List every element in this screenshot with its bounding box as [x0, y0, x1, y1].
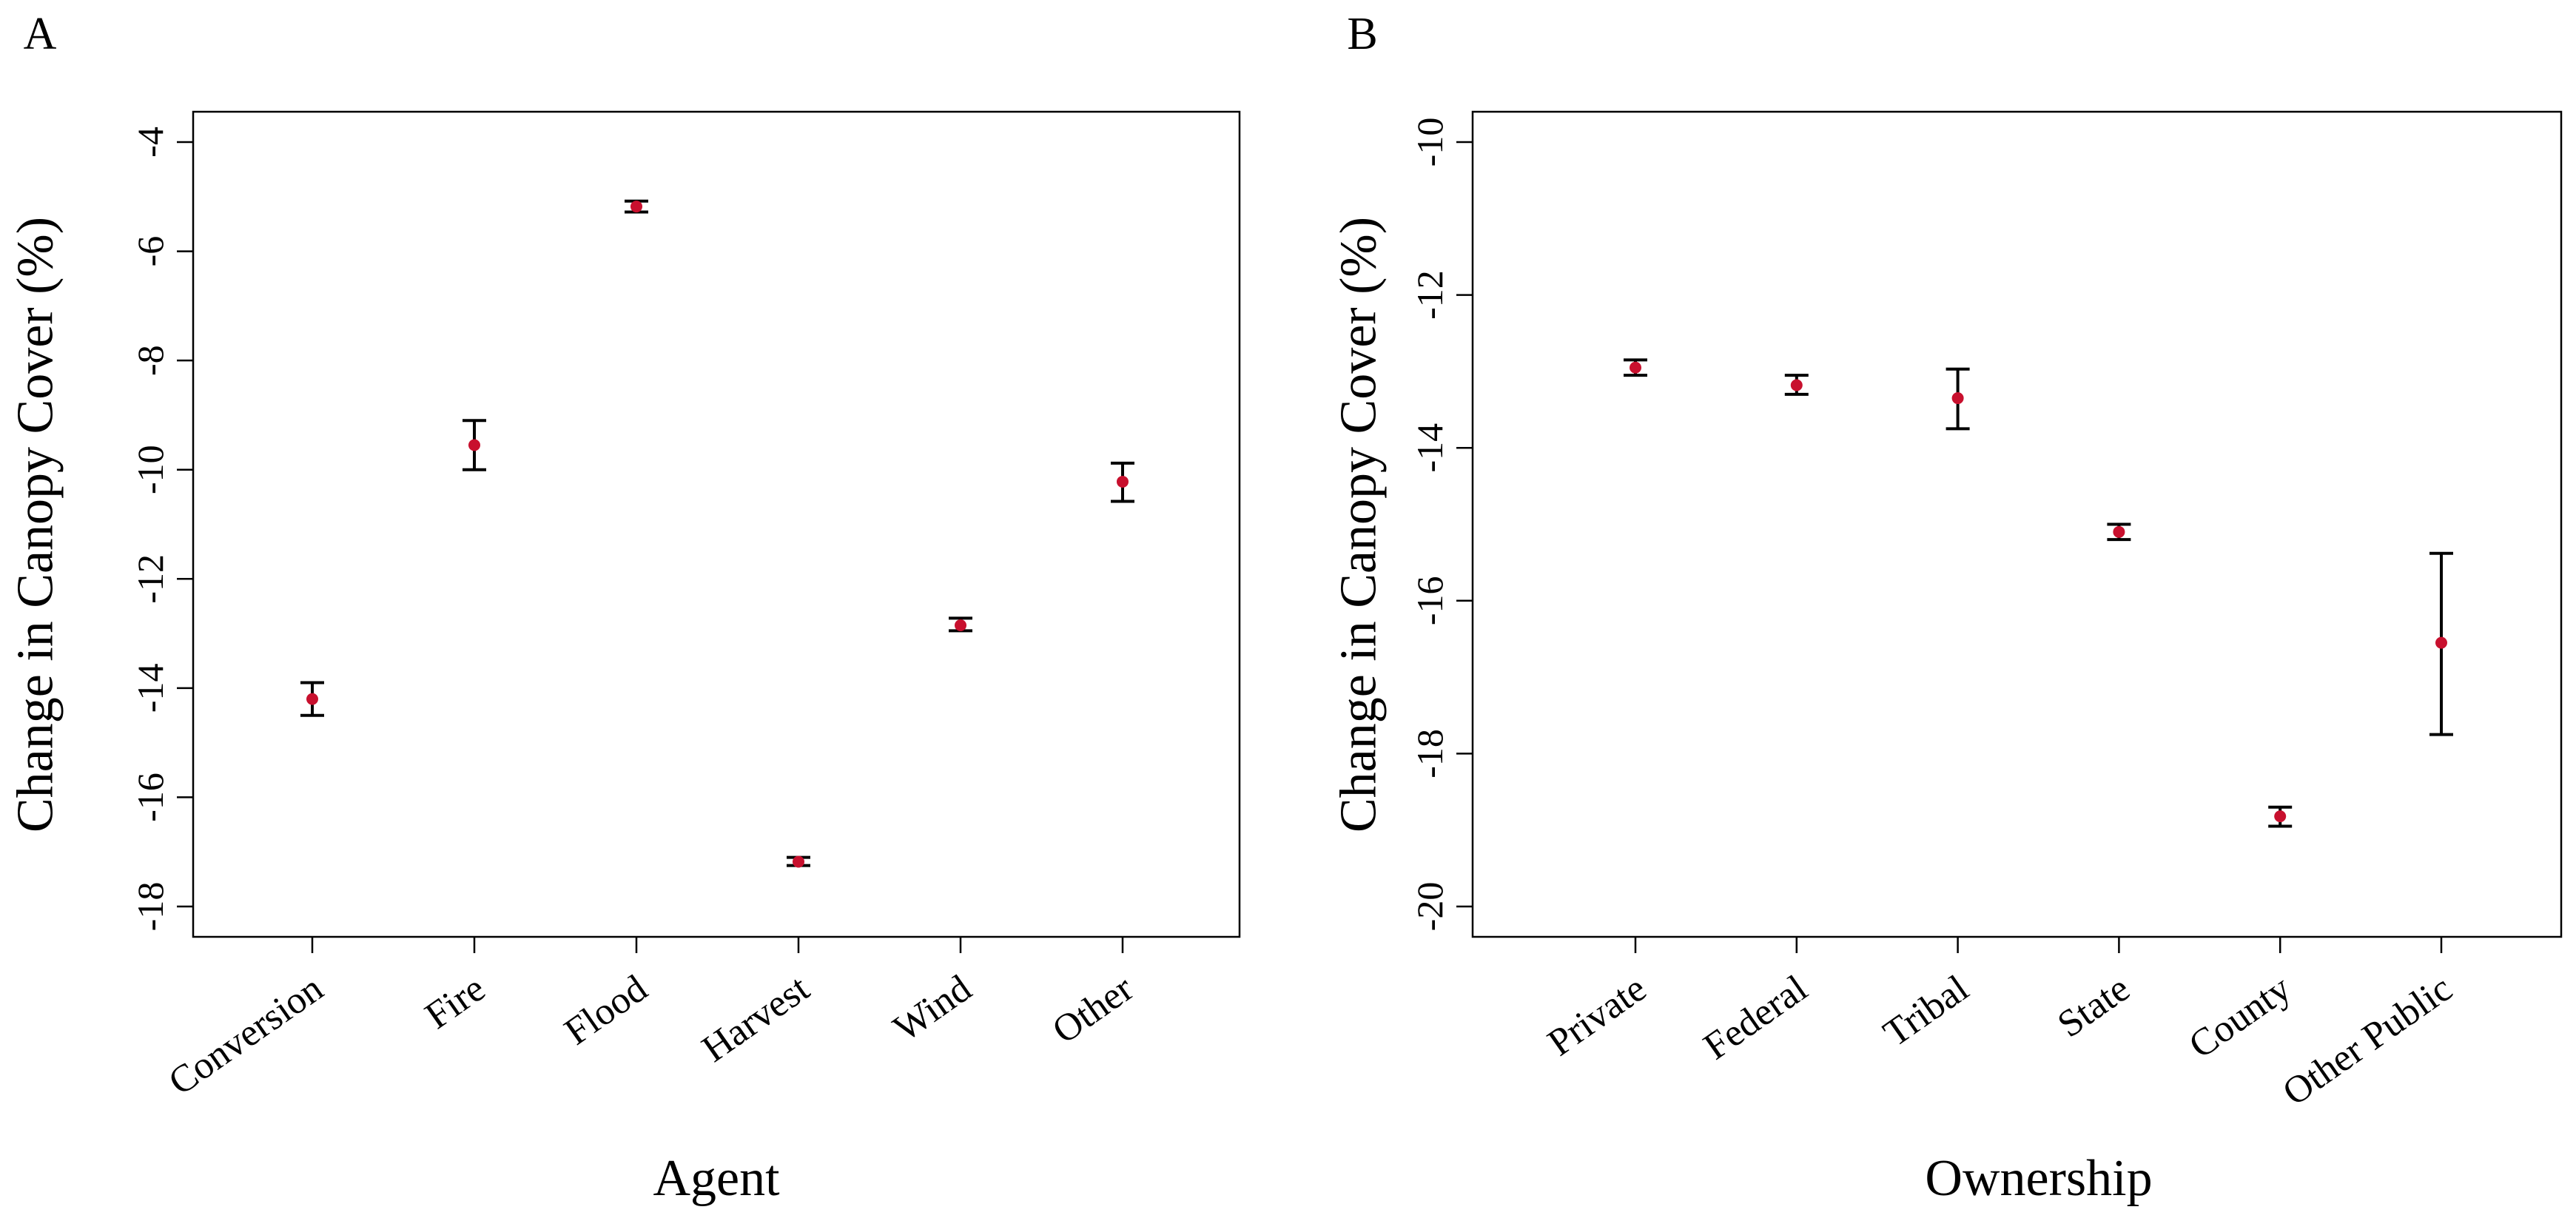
data-point [468, 439, 480, 451]
x-category-label: County [2182, 967, 2298, 1067]
y-tick-label: -8 [130, 345, 171, 376]
data-point [2435, 636, 2447, 649]
y-tick-label: -18 [1409, 729, 1450, 778]
data-point [793, 855, 804, 868]
x-category-label: Private [1541, 967, 1654, 1064]
x-category-label: Other [1045, 967, 1141, 1052]
x-category-label: Flood [557, 967, 655, 1053]
panel-b: B -10 -12 -14 -16 -18 -20 Private Federal Tribal S… [1331, 9, 2563, 1207]
y-tick-label: -12 [130, 554, 171, 604]
data-point [630, 201, 642, 213]
x-category-label: Tribal [1876, 967, 1976, 1055]
x-category-label: Fire [418, 967, 493, 1037]
x-category-label: Conversion [161, 967, 331, 1103]
y-tick-label: -16 [130, 773, 171, 822]
y-tick-label: -14 [1409, 423, 1450, 473]
y-tick-label: -20 [1409, 882, 1450, 932]
data-point [1951, 392, 1964, 405]
data-point [1117, 475, 1129, 488]
y-axis-title: Change in Canopy Cover (%) [7, 217, 64, 832]
y-tick-label: -6 [130, 236, 171, 267]
data-point [2274, 810, 2287, 823]
x-axis-title: Agent [653, 1150, 780, 1207]
data-point [2113, 525, 2125, 538]
panel-label: A [24, 9, 57, 59]
x-axis-title: Ownership [1925, 1150, 2152, 1207]
y-tick-label: -16 [1409, 576, 1450, 625]
data-point [955, 619, 966, 632]
x-category-label: Other Public [2276, 967, 2460, 1114]
y-tick-label: -10 [1409, 118, 1450, 167]
y-tick-label: -18 [130, 882, 171, 932]
x-category-label: State [2050, 967, 2137, 1046]
data-point [1630, 361, 1641, 374]
y-tick-label: -14 [130, 664, 171, 713]
data-point [1790, 379, 1803, 391]
x-category-label: Wind [886, 967, 979, 1050]
data-point [306, 693, 318, 705]
panel-a: A -4 -6 -8 -10 -12 -14 -16 -18 Conversion Fire Floo… [7, 9, 1241, 1207]
plot-frame [1471, 110, 2563, 938]
x-category-label: Harvest [695, 967, 818, 1071]
panel-label: B [1347, 9, 1377, 59]
x-category-label: Federal [1696, 967, 1815, 1068]
y-tick-label: -10 [130, 445, 171, 494]
plot-frame [192, 110, 1241, 938]
y-tick-label: -4 [130, 127, 171, 158]
y-tick-label: -12 [1409, 270, 1450, 320]
y-axis-title: Change in Canopy Cover (%) [1331, 217, 1388, 832]
